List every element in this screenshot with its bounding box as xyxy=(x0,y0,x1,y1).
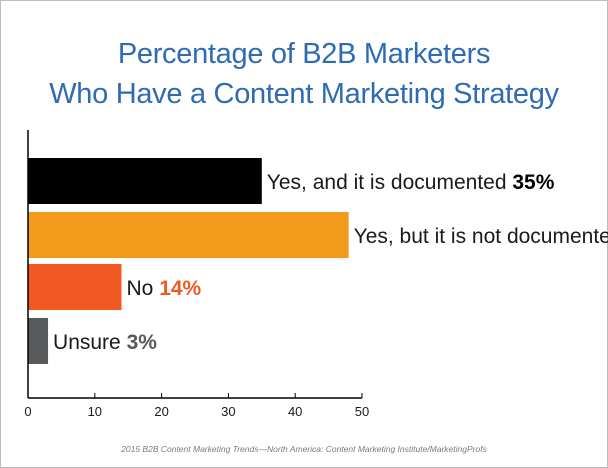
category-label-0: Yes, and it is documented xyxy=(267,171,513,194)
bar-label-3: Unsure 3% xyxy=(53,331,157,354)
x-tick-label-1: 10 xyxy=(88,404,102,419)
x-tick-label-2: 20 xyxy=(154,404,168,419)
chart-title-line-1: Percentage of B2B Marketers xyxy=(117,38,491,70)
bar-label-0: Yes, and it is documented 35% xyxy=(267,171,555,194)
bar-2 xyxy=(28,264,122,310)
bar-label-1: Yes, but it is not documented 48% xyxy=(354,225,608,248)
bar-1 xyxy=(28,212,349,258)
category-label-1: Yes, but it is not documented xyxy=(354,225,608,248)
bar-0 xyxy=(28,158,262,204)
x-tick-label-5: 50 xyxy=(355,404,369,419)
category-label-2: No xyxy=(127,277,160,300)
x-tick-label-3: 30 xyxy=(221,404,235,419)
x-tick-label-0: 0 xyxy=(24,404,31,419)
x-tick-label-4: 40 xyxy=(288,404,302,419)
chart-title: Percentage of B2B Marketers Who Have a C… xyxy=(0,34,608,114)
value-label-2: 14% xyxy=(159,277,201,300)
value-label-0: 35% xyxy=(512,171,554,194)
source-note: 2015 B2B Content Marketing Trends—North … xyxy=(121,444,487,454)
category-label-3: Unsure xyxy=(53,331,127,354)
bar-label-2: No 14% xyxy=(127,277,202,300)
bar-3 xyxy=(28,318,49,364)
chart-title-line-2: Who Have a Content Marketing Strategy xyxy=(49,78,559,110)
value-label-3: 3% xyxy=(127,331,158,354)
